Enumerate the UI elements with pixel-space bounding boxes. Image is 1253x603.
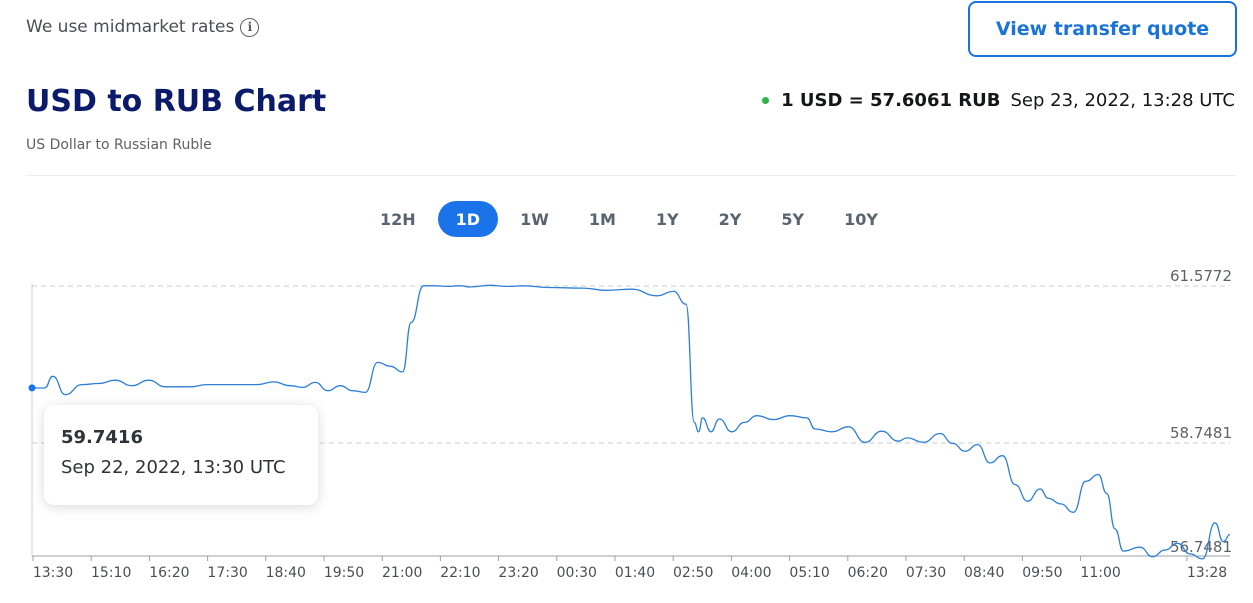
live-indicator-dot	[762, 97, 770, 104]
x-tick-label: 02:50	[673, 565, 713, 581]
x-tick-label: 22:10	[440, 565, 480, 581]
x-tick-label: 09:50	[1022, 565, 1062, 581]
x-tick-label: 16:20	[149, 565, 189, 581]
x-tick-label: 21:00	[382, 565, 422, 581]
x-tick-label: 17:30	[207, 565, 247, 581]
rate-value: 1 USD = 57.6061 RUB	[781, 90, 1001, 111]
rate-timestamp: Sep 23, 2022, 13:28 UTC	[1010, 90, 1235, 111]
tab-1w[interactable]: 1W	[502, 201, 567, 237]
selected-point-marker	[28, 384, 36, 392]
midmarket-note: We use midmarket rates i	[26, 17, 260, 37]
page-title: USD to RUB Chart	[26, 84, 327, 119]
x-tick-label: 01:40	[615, 565, 655, 581]
x-tick-label: 18:40	[266, 565, 306, 581]
x-tick-label: 13:30	[33, 565, 73, 581]
current-rate: 1 USD = 57.6061 RUB Sep 23, 2022, 13:28 …	[762, 90, 1235, 111]
tab-5y[interactable]: 5Y	[763, 201, 822, 237]
x-tick-label: 06:20	[848, 565, 888, 581]
x-tick-label: 00:30	[557, 565, 597, 581]
midmarket-note-text: We use midmarket rates	[26, 17, 235, 37]
x-tick-label: 05:10	[789, 565, 829, 581]
tooltip-time: Sep 22, 2022, 13:30 UTC	[61, 457, 286, 478]
x-tick-label: 15:10	[91, 565, 131, 581]
tab-10y[interactable]: 10Y	[826, 201, 896, 237]
tab-1m[interactable]: 1M	[571, 201, 634, 237]
tab-1d[interactable]: 1D	[437, 201, 499, 237]
x-tick-label: 23:20	[498, 565, 538, 581]
tab-12h[interactable]: 12H	[362, 201, 434, 237]
chart-tooltip: 59.7416 Sep 22, 2022, 13:30 UTC	[44, 405, 318, 505]
time-range-tabs: 12H 1D 1W 1M 1Y 2Y 5Y 10Y	[362, 201, 900, 237]
tab-1y[interactable]: 1Y	[638, 201, 697, 237]
x-tick-label: 11:00	[1080, 565, 1120, 581]
page-subtitle: US Dollar to Russian Ruble	[26, 137, 212, 153]
x-tick-label: 08:40	[964, 565, 1004, 581]
info-icon[interactable]: i	[240, 17, 260, 37]
x-tick-label: 19:50	[324, 565, 364, 581]
view-transfer-quote-button[interactable]: View transfer quote	[968, 1, 1237, 57]
tab-2y[interactable]: 2Y	[701, 201, 760, 237]
y-reference-label-low: 56.7481	[1170, 538, 1232, 556]
series-line	[32, 284, 1231, 560]
y-reference-label-top: 61.5772	[1170, 267, 1232, 285]
y-reference-label-mid: 58.7481	[1170, 424, 1232, 442]
x-tick-label: 13:28	[1187, 565, 1227, 581]
x-tick-label: 07:30	[906, 565, 946, 581]
tooltip-value: 59.7416	[61, 427, 143, 448]
divider	[26, 175, 1237, 176]
x-tick-label: 04:00	[731, 565, 771, 581]
